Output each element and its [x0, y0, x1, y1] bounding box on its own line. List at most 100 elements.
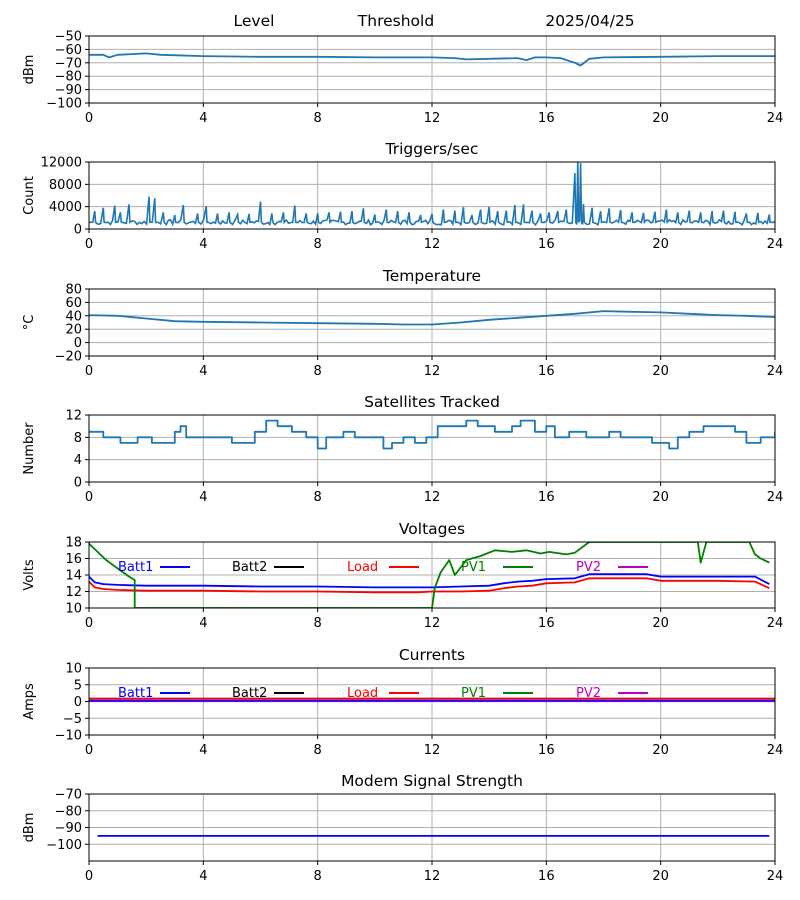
panel-title: Voltages: [399, 520, 465, 538]
x-tick-label: 16: [538, 111, 555, 126]
x-tick-label: 12: [424, 616, 441, 631]
y-tick-label: 4: [74, 453, 82, 468]
header-threshold-label: Threshold: [357, 12, 434, 30]
x-tick-label: 20: [652, 237, 669, 252]
x-tick-label: 16: [538, 490, 555, 505]
x-tick-label: 8: [314, 869, 322, 884]
y-tick-label: −80: [55, 70, 82, 85]
x-tick-label: 12: [424, 364, 441, 379]
x-tick-label: 24: [767, 869, 784, 884]
x-tick-label: 0: [85, 111, 93, 126]
y-tick-label: −60: [55, 43, 82, 58]
y-tick-label: 18: [65, 536, 82, 551]
legend-label-pv1: PV1: [461, 560, 486, 575]
panel-currents: 0 4 8 12 16 20 24 −10 −5 0 510 Currents Amps Batt1 Bat…: [22, 646, 783, 758]
y-axis-label: Count: [22, 176, 37, 215]
y-tick-label: 10: [65, 602, 82, 617]
y-tick-label: 10: [65, 662, 82, 677]
series-satellites-0: [89, 419, 775, 450]
plot-area: [89, 542, 770, 608]
x-tick-label: 0: [85, 237, 93, 252]
legend-label-load: Load: [347, 560, 378, 575]
x-tick-label: 16: [538, 743, 555, 758]
legend-label-pv2: PV2: [576, 560, 601, 575]
x-tick-label: 24: [767, 743, 784, 758]
y-axis-label: Number: [22, 422, 37, 475]
panel-satellites: 0 4 8 12 16 20 24 0 4 8 12 Satellites Tracked Number: [22, 393, 783, 505]
x-tick-label: 16: [538, 869, 555, 884]
y-tick-label: −20: [55, 350, 82, 365]
x-tick-label: 0: [85, 490, 93, 505]
x-tick-label: 12: [424, 869, 441, 884]
y-tick-label: −5: [63, 712, 82, 727]
y-tick-label: 40: [65, 309, 82, 324]
x-tick-label: 20: [652, 490, 669, 505]
panel-title: Currents: [399, 646, 465, 664]
y-tick-label: 12: [65, 409, 82, 424]
series-temperature-0: [89, 310, 775, 326]
series-level-0: [89, 52, 775, 67]
x-tick-label: 4: [199, 490, 207, 505]
y-tick-label: 4000: [49, 200, 82, 215]
y-tick-label: 60: [65, 296, 82, 311]
y-tick-label: −90: [55, 83, 82, 98]
x-tick-label: 16: [538, 237, 555, 252]
x-tick-label: 12: [424, 490, 441, 505]
x-tick-label: 12: [424, 111, 441, 126]
x-tick-label: 24: [767, 111, 784, 126]
plot-area: [89, 52, 775, 67]
legend-label-load: Load: [347, 686, 378, 701]
y-tick-label: −100: [46, 838, 82, 853]
y-tick-label: 20: [65, 323, 82, 338]
y-axis-label: dBm: [22, 813, 37, 843]
y-tick-label: −100: [46, 97, 82, 112]
x-tick-label: 0: [85, 364, 93, 379]
x-tick-label: 24: [767, 237, 784, 252]
panel-title: Satellites Tracked: [364, 393, 500, 411]
x-tick-label: 8: [314, 237, 322, 252]
series-load: [89, 577, 770, 594]
y-axis-label: Volts: [22, 559, 37, 591]
plot-area: [89, 162, 775, 227]
legend-label-pv1: PV1: [461, 686, 486, 701]
x-tick-label: 4: [199, 616, 207, 631]
y-tick-label: 16: [65, 552, 82, 567]
y-tick-label: 14: [65, 569, 82, 584]
x-tick-label: 12: [424, 237, 441, 252]
x-tick-label: 16: [538, 616, 555, 631]
x-tick-label: 0: [85, 869, 93, 884]
panel-title: Triggers/sec: [385, 140, 479, 158]
x-tick-label: 16: [538, 364, 555, 379]
x-tick-label: 8: [314, 490, 322, 505]
x-tick-label: 8: [314, 743, 322, 758]
y-tick-label: −10: [55, 729, 82, 744]
x-tick-label: 20: [652, 616, 669, 631]
x-tick-label: 12: [424, 743, 441, 758]
y-tick-label: −80: [55, 804, 82, 819]
y-tick-label: 80: [65, 283, 82, 298]
y-axis-label: Amps: [22, 683, 37, 720]
legend-label-batt2: Batt2: [232, 560, 267, 575]
plot-area: [89, 697, 775, 703]
series-batt1: [89, 573, 770, 589]
y-tick-label: 12000: [41, 156, 82, 171]
y-tick-label: 0: [74, 695, 82, 710]
y-tick-label: −50: [55, 30, 82, 45]
y-tick-label: −70: [55, 56, 82, 71]
x-tick-label: 8: [314, 616, 322, 631]
y-tick-label: 8: [74, 431, 82, 446]
header-level-label: Level: [234, 12, 275, 30]
panel-modem: 0 4 8 12 16 20 24 −100 −90 −80−70 Modem Signal Str…: [22, 772, 783, 884]
y-tick-label: 0: [74, 336, 82, 351]
legend-label-batt1: Batt1: [118, 560, 153, 575]
y-tick-label: 0: [74, 223, 82, 238]
legend-label-pv2: PV2: [576, 686, 601, 701]
x-tick-label: 4: [199, 743, 207, 758]
header-date: 2025/04/25: [545, 12, 634, 30]
y-tick-label: −90: [55, 821, 82, 836]
y-tick-label: 0: [74, 476, 82, 491]
y-axis-label: dBm: [22, 55, 37, 85]
